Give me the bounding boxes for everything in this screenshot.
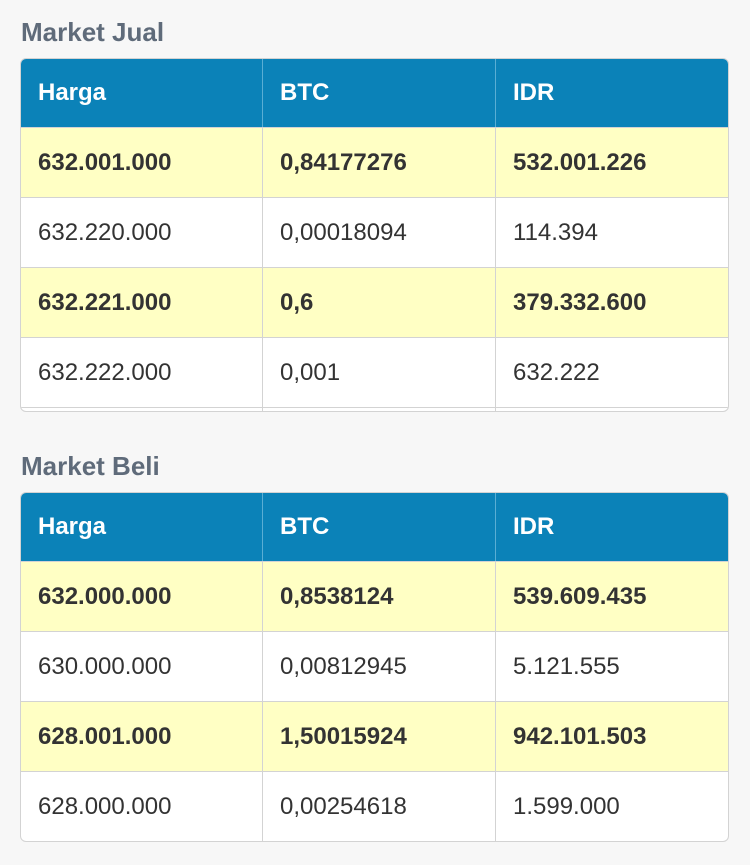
column-header-harga[interactable]: Harga: [38, 513, 107, 540]
table-row[interactable]: 630.000.000 0,00812945 5.121.555: [21, 631, 728, 701]
btc-amount-cell: 0,84177276: [262, 128, 495, 197]
table-row[interactable]: 628.000.000 0,00254618 1.599.000: [21, 771, 728, 841]
buy-market-table: Harga BTC IDR 632.000.000 0,8538124 539.…: [20, 492, 729, 842]
btc-amount-cell: 0,001: [262, 338, 495, 407]
btc-amount-cell: 0,8538124: [262, 562, 495, 631]
table-row-partial: [21, 407, 728, 411]
column-header-harga[interactable]: Harga: [38, 79, 107, 106]
sell-market-table: Harga BTC IDR 632.001.000 0,84177276 532…: [20, 58, 729, 412]
column-header-idr[interactable]: IDR: [495, 59, 728, 127]
price-cell: 628.001.000: [38, 722, 172, 750]
buy-market-title: Market Beli: [21, 451, 160, 481]
table-row[interactable]: 628.001.000 1,50015924 942.101.503: [21, 701, 728, 771]
idr-total-cell: 942.101.503: [495, 702, 728, 771]
empty-cell: [262, 408, 495, 411]
price-cell: 632.001.000: [38, 148, 172, 176]
btc-amount-cell: 0,00254618: [262, 772, 495, 841]
empty-cell: [21, 408, 262, 411]
idr-total-cell: 632.222: [495, 338, 728, 407]
table-row[interactable]: 632.221.000 0,6 379.332.600: [21, 267, 728, 337]
column-header-btc[interactable]: BTC: [262, 59, 495, 127]
table-row[interactable]: 632.222.000 0,001 632.222: [21, 337, 728, 407]
btc-amount-cell: 0,6: [262, 268, 495, 337]
column-header-btc[interactable]: BTC: [262, 493, 495, 561]
table-row[interactable]: 632.220.000 0,00018094 114.394: [21, 197, 728, 267]
idr-total-cell: 532.001.226: [495, 128, 728, 197]
table-row[interactable]: 632.000.000 0,8538124 539.609.435: [21, 561, 728, 631]
price-cell: 632.220.000: [38, 218, 172, 246]
empty-cell: [495, 408, 728, 411]
price-cell: 628.000.000: [38, 792, 172, 820]
table-header-row: Harga BTC IDR: [21, 59, 728, 127]
price-cell: 632.222.000: [38, 358, 172, 386]
idr-total-cell: 1.599.000: [495, 772, 728, 841]
btc-amount-cell: 0,00812945: [262, 632, 495, 701]
idr-total-cell: 379.332.600: [495, 268, 728, 337]
idr-total-cell: 539.609.435: [495, 562, 728, 631]
table-row[interactable]: 632.001.000 0,84177276 532.001.226: [21, 127, 728, 197]
idr-total-cell: 5.121.555: [495, 632, 728, 701]
column-header-idr[interactable]: IDR: [495, 493, 728, 561]
btc-amount-cell: 0,00018094: [262, 198, 495, 267]
table-header-row: Harga BTC IDR: [21, 493, 728, 561]
idr-total-cell: 114.394: [495, 198, 728, 267]
price-cell: 632.221.000: [38, 288, 172, 316]
btc-amount-cell: 1,50015924: [262, 702, 495, 771]
sell-market-title: Market Jual: [21, 17, 165, 47]
price-cell: 632.000.000: [38, 582, 172, 610]
price-cell: 630.000.000: [38, 652, 172, 680]
